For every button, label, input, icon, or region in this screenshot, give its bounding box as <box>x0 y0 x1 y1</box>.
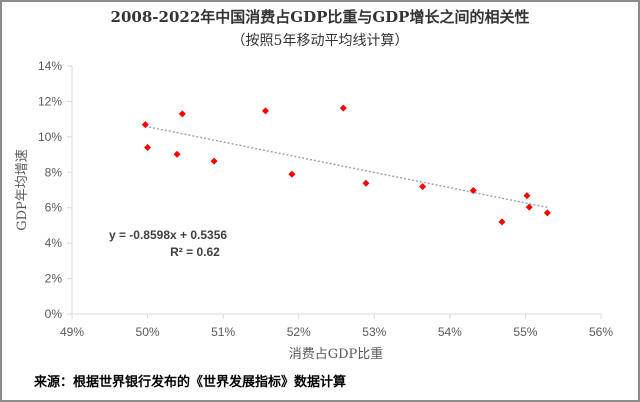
x-tick-label: 56% <box>589 325 613 339</box>
data-point <box>523 192 531 200</box>
x-tick-label: 51% <box>211 325 235 339</box>
x-tick-label: 49% <box>60 325 84 339</box>
y-tick-label: 12% <box>38 94 62 108</box>
x-tick-label: 50% <box>136 325 160 339</box>
chart-title: 2008-2022年中国消费占GDP比重与GDP增长之间的相关性 <box>111 8 530 26</box>
source-note: 来源：根据世界银行发布的《世界发展指标》数据计算 <box>33 374 346 390</box>
y-tick-label: 14% <box>38 59 62 73</box>
data-point <box>419 183 427 191</box>
trendline <box>145 125 548 209</box>
y-tick-label: 8% <box>45 165 63 179</box>
r-squared-label: R² = 0.62 <box>170 245 220 259</box>
x-axis-label: 消费占GDP比重 <box>289 346 384 362</box>
data-point <box>469 187 477 195</box>
data-point <box>525 203 533 211</box>
y-axis-label: GDP年均增速 <box>15 149 30 231</box>
data-point <box>339 104 347 112</box>
data-point <box>543 209 551 217</box>
x-tick-label: 55% <box>513 325 537 339</box>
y-tick-label: 0% <box>45 307 63 321</box>
chart-subtitle: （按照5年移动平均线计算） <box>232 33 409 49</box>
data-point <box>362 179 370 187</box>
x-tick-label: 54% <box>438 325 462 339</box>
y-tick-label: 4% <box>45 236 63 250</box>
data-point <box>173 150 181 158</box>
y-tick-label: 10% <box>38 130 62 144</box>
y-tick-label: 2% <box>45 272 63 286</box>
x-tick-label: 53% <box>362 325 386 339</box>
y-tick-label: 6% <box>45 201 63 215</box>
data-point <box>210 157 218 165</box>
data-point <box>288 170 296 178</box>
trendline-equation: y = -0.8598x + 0.5356 <box>109 228 227 242</box>
data-point <box>178 110 186 118</box>
x-tick-label: 52% <box>287 325 311 339</box>
data-point <box>144 143 152 151</box>
data-point <box>141 121 149 129</box>
data-point <box>261 107 269 115</box>
data-point <box>498 218 506 226</box>
